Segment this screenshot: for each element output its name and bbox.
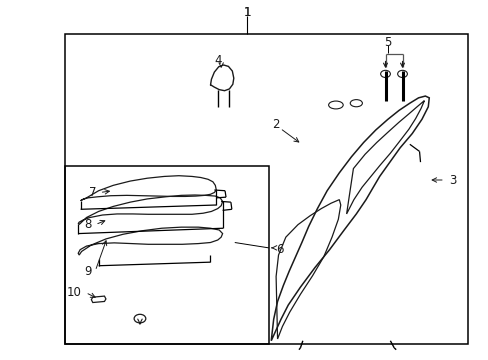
Text: 3: 3 bbox=[448, 174, 455, 186]
Circle shape bbox=[380, 70, 389, 77]
Text: 6: 6 bbox=[276, 243, 283, 256]
Text: 10: 10 bbox=[66, 286, 81, 299]
Text: 1: 1 bbox=[243, 6, 250, 19]
Text: 1: 1 bbox=[243, 6, 250, 19]
Bar bbox=[64, 33, 467, 344]
Text: 4: 4 bbox=[214, 54, 221, 67]
Text: 7: 7 bbox=[88, 186, 96, 199]
Text: 9: 9 bbox=[83, 265, 91, 278]
Bar bbox=[64, 166, 268, 344]
Text: 8: 8 bbox=[84, 218, 91, 231]
Text: 2: 2 bbox=[272, 118, 279, 131]
Circle shape bbox=[397, 70, 407, 77]
Text: 5: 5 bbox=[384, 36, 391, 49]
